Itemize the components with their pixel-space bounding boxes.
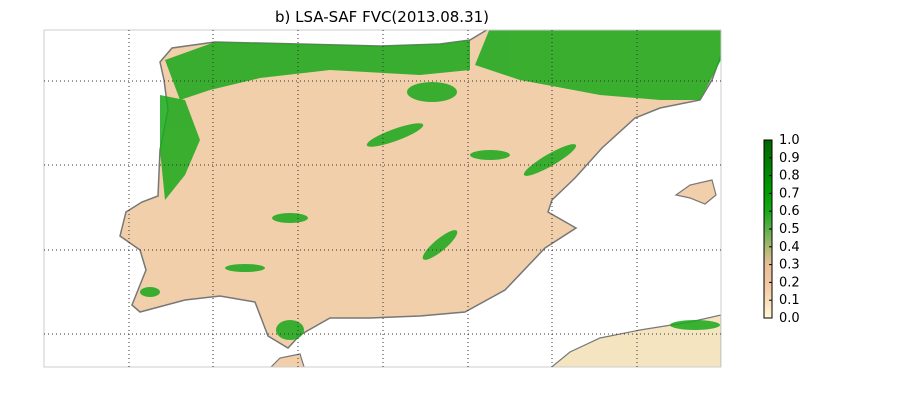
colorbar-tick-label: 0.2 (779, 275, 800, 290)
map-title: b) LSA-SAF FVC(2013.08.31) (275, 8, 489, 26)
land-ceuta (270, 353, 305, 367)
colorbar-tick-label: 0.9 (779, 151, 800, 166)
colorbar-tick-label: 0.8 (779, 169, 800, 184)
colorbar-tick-label: 0.1 (779, 293, 800, 308)
colorbar-tick-label: 0.7 (779, 186, 800, 201)
colorbar-tick-label: 0.4 (779, 240, 800, 255)
vegetation (140, 30, 721, 340)
colorbar-tick-label: 0.5 (779, 222, 800, 237)
land-iberia (119, 30, 721, 349)
colorbar-tick-label: 1.0 (779, 133, 800, 148)
colorbar-tick-label: 0.6 (779, 204, 800, 219)
colorbar-tick-label: 0.3 (779, 258, 800, 273)
colorbar-tick-label: 0.0 (779, 311, 800, 326)
land-mallorca (674, 179, 717, 205)
graticule (44, 30, 721, 367)
